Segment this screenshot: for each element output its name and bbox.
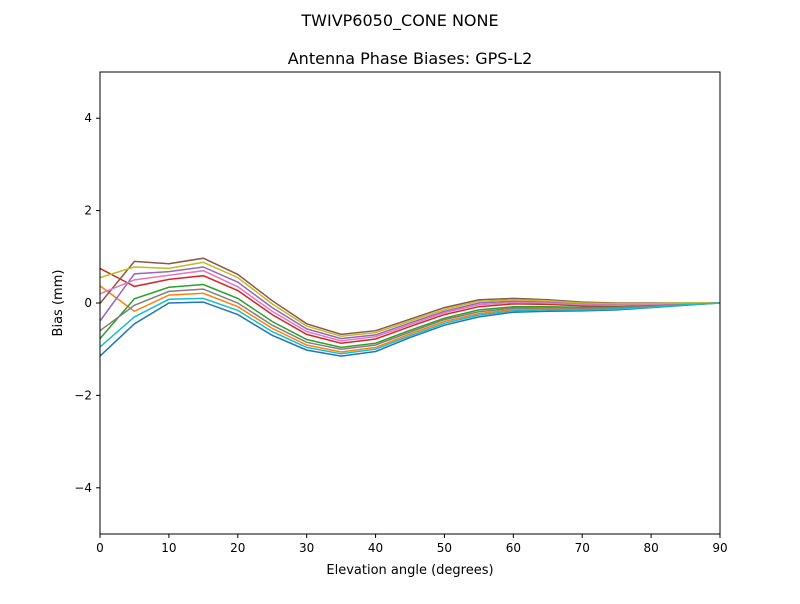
series-line [99, 288, 721, 350]
x-tick-label: 40 [368, 541, 383, 555]
series-line [99, 269, 721, 342]
x-tick-label: 30 [299, 541, 314, 555]
x-tick-label: 80 [643, 541, 658, 555]
chart-title: Antenna Phase Biases: GPS-L2 [288, 49, 533, 68]
x-tick-label: 50 [437, 541, 452, 555]
x-axis: 0 10 20 30 40 50 60 70 80 90 [96, 534, 728, 555]
series-line [99, 301, 721, 357]
y-axis: −4 −2 0 2 4 [74, 111, 100, 495]
series-lines [99, 257, 721, 357]
y-axis-label: Bias (mm) [51, 270, 66, 337]
y-tick-label: 4 [84, 111, 92, 125]
x-axis-label: Elevation angle (degrees) [326, 563, 493, 578]
series-line [99, 297, 721, 355]
y-tick-label: 2 [84, 204, 92, 218]
x-tick-label: 10 [161, 541, 176, 555]
x-tick-label: 90 [712, 541, 727, 555]
series-line [99, 261, 720, 338]
x-tick-label: 20 [230, 541, 245, 555]
x-tick-label: 60 [506, 541, 521, 555]
series-line [99, 266, 721, 340]
y-tick-label: −2 [74, 388, 92, 402]
x-tick-label: 0 [96, 541, 104, 555]
y-tick-label: −4 [74, 481, 92, 495]
figure-suptitle: TWIVP6050_CONE NONE [300, 11, 498, 31]
x-tick-label: 70 [575, 541, 590, 555]
y-tick-label: 0 [84, 296, 92, 310]
